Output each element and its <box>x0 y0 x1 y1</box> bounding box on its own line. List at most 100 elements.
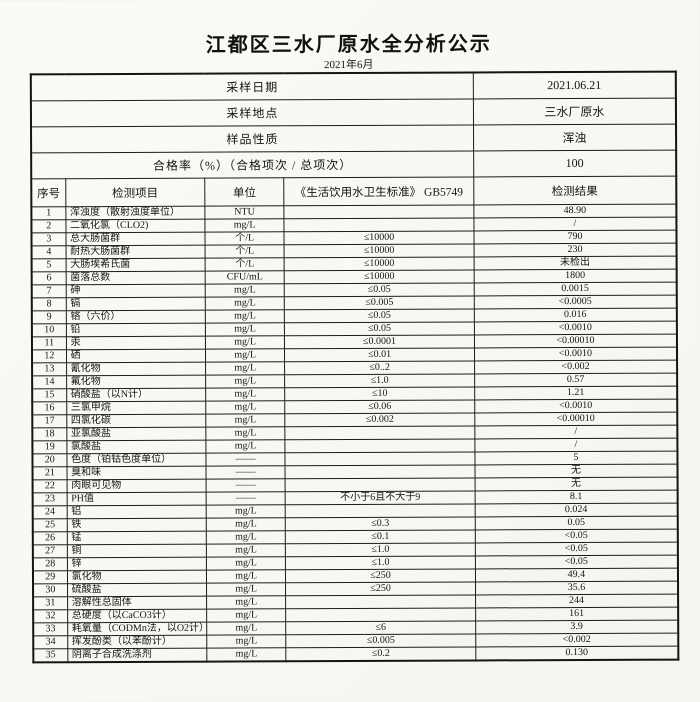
info-label: 合格率（%）（合格项次 / 总项次） <box>31 150 474 179</box>
cell-standard: ≤250 <box>285 581 476 596</box>
cell-result: 0.05 <box>475 516 678 530</box>
cell-result: <0.05 <box>475 542 678 556</box>
cell-item: 氟化物 <box>66 375 206 389</box>
cell-seq: 14 <box>32 375 67 389</box>
cell-result: 161 <box>475 607 679 621</box>
cell-seq: 4 <box>31 245 66 259</box>
cell-unit: mg/L <box>205 309 285 324</box>
cell-result: 230 <box>473 243 677 257</box>
cell-seq: 1 <box>31 206 66 220</box>
cell-standard: ≤250 <box>285 568 476 583</box>
info-label: 采样地点 <box>30 98 474 127</box>
column-header: 《生活饮用水卫生标准》 GB5749 <box>283 176 474 206</box>
cell-result: 0.024 <box>475 503 678 517</box>
cell-standard: ≤10000 <box>284 243 474 258</box>
cell-unit: mg/L <box>206 621 286 636</box>
cell-item: 二氧化氯（CLO2) <box>65 219 205 233</box>
cell-standard <box>285 503 476 518</box>
cell-standard: ≤1.0 <box>285 542 476 557</box>
cell-item: 锌 <box>66 557 207 571</box>
cell-result: 无 <box>474 477 678 491</box>
cell-standard: ≤1.0 <box>284 373 475 388</box>
cell-result: <0.0010 <box>474 347 678 361</box>
cell-item: 挥发酚类（以苯酚计） <box>67 635 207 649</box>
cell-result: 49.4 <box>475 568 679 582</box>
cell-standard <box>285 607 476 622</box>
cell-result: <0.002 <box>474 360 678 374</box>
cell-item: 氰化物 <box>66 362 206 376</box>
cell-unit: mg/L <box>206 543 286 558</box>
cell-seq: 19 <box>32 440 67 454</box>
cell-unit: mg/L <box>205 400 286 415</box>
cell-item: 镉 <box>65 297 206 311</box>
cell-standard: ≤0..2 <box>284 360 475 375</box>
cell-unit: 个/L <box>205 244 285 259</box>
cell-result: 1800 <box>473 269 677 283</box>
table-row: 35 阴离子合成洗涤剂 mg/L ≤0.2 0.130 <box>33 646 679 663</box>
cell-item: 肉眼可见物 <box>66 479 207 493</box>
cell-item: 阴离子合成洗涤剂 <box>67 648 207 663</box>
cell-item: 铜 <box>66 544 207 558</box>
cell-unit: mg/L <box>206 569 286 584</box>
cell-result: <0.00010 <box>474 334 677 348</box>
cell-unit: mg/L <box>205 335 285 350</box>
cell-seq: 7 <box>31 284 66 298</box>
cell-result: 5 <box>474 451 678 465</box>
cell-standard: ≤0.05 <box>284 321 475 336</box>
cell-result: <0.0010 <box>474 321 677 335</box>
cell-unit: mg/L <box>206 556 286 571</box>
cell-standard <box>285 425 475 440</box>
cell-result: 244 <box>475 594 679 608</box>
cell-result: <0.0005 <box>474 295 677 309</box>
info-row: 采样地点 三水厂原水 <box>30 98 677 127</box>
cell-standard: ≤0.05 <box>284 282 475 297</box>
cell-result: 未检出 <box>473 256 677 270</box>
cell-seq: 12 <box>31 349 67 363</box>
cell-seq: 26 <box>32 531 67 545</box>
cell-standard: ≤1.0 <box>285 555 476 570</box>
cell-standard: ≤0.05 <box>284 308 475 323</box>
cell-unit: mg/L <box>206 582 286 597</box>
cell-seq: 34 <box>33 635 68 649</box>
cell-unit: —— <box>205 452 286 467</box>
cell-standard <box>285 451 475 466</box>
cell-seq: 28 <box>32 557 68 571</box>
info-value: 100 <box>473 150 677 177</box>
cell-result: <0.00010 <box>474 412 678 426</box>
cell-seq: 30 <box>33 583 68 597</box>
cell-item: 耐热大肠菌群 <box>65 245 206 259</box>
cell-item: 总大肠菌群 <box>65 232 206 246</box>
cell-unit: mg/L <box>205 361 285 376</box>
cell-unit: —— <box>206 491 286 506</box>
cell-seq: 16 <box>32 401 67 415</box>
cell-item: 锰 <box>66 531 207 545</box>
cell-standard <box>284 204 474 219</box>
cell-result: 790 <box>473 230 677 244</box>
cell-standard: ≤6 <box>285 620 476 635</box>
cell-result: 35.6 <box>475 581 679 595</box>
cell-seq: 25 <box>32 518 67 532</box>
cell-unit: mg/L <box>205 413 286 428</box>
cell-seq: 24 <box>32 505 67 519</box>
cell-result: / <box>473 217 677 231</box>
cell-standard <box>285 594 476 609</box>
cell-seq: 22 <box>32 479 67 493</box>
cell-standard <box>285 438 475 453</box>
cell-unit: mg/L <box>206 647 287 662</box>
cell-seq: 18 <box>32 427 67 441</box>
cell-result: 3.9 <box>475 620 679 634</box>
info-row: 样品性质 浑浊 <box>31 124 677 153</box>
cell-result: 无 <box>474 464 678 478</box>
cell-item: 汞 <box>66 336 206 350</box>
cell-standard: ≤10000 <box>284 256 474 271</box>
cell-unit: CFU/mL <box>205 270 285 285</box>
cell-item: 耗氧量（CODMn法，以O2计） <box>67 622 207 636</box>
cell-unit: mg/L <box>206 595 286 610</box>
cell-unit: NTU <box>204 205 285 220</box>
column-header: 检测结果 <box>473 176 677 205</box>
cell-item: 四氯化碳 <box>66 414 206 428</box>
cell-standard: 不小于6且不大于9 <box>285 490 476 505</box>
cell-standard: ≤0.3 <box>285 516 476 531</box>
cell-seq: 33 <box>33 622 68 636</box>
